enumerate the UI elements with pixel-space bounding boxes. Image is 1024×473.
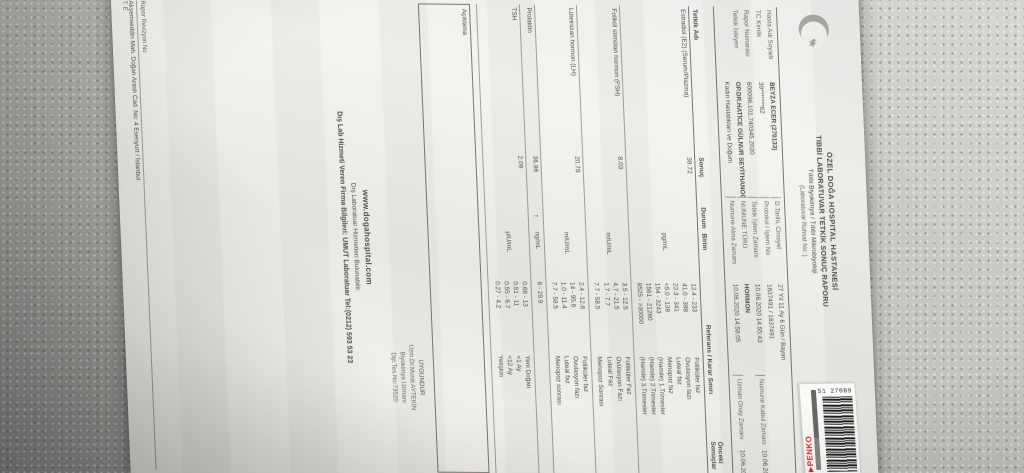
barcode bbox=[822, 396, 858, 472]
barcode-sticker: 51 27089 ▶PENKO bbox=[798, 382, 862, 473]
reference-ranges: 12.4 - 233 Folliküler faz 41.0 - 398 Ovula… bbox=[635, 282, 702, 416]
barcode-number: 51 27089 bbox=[817, 387, 853, 395]
header-titles: ÖZEL DOĞA HOSPITAL HASTANESİ TIBBİ LABOR… bbox=[791, 59, 859, 383]
lab-report-paper: ÖZEL DOĞA HOSPITAL HASTANESİ TIBBİ LABOR… bbox=[110, 0, 880, 473]
col-previous: Önceki Sonuçlar bbox=[709, 441, 725, 470]
age-sex-label: D.Tarihi, Cinsiyet bbox=[770, 197, 785, 282]
remarks-label: Açıklama bbox=[460, 8, 469, 36]
rotated-paper-wrapper: ÖZEL DOĞA HOSPITAL HASTANESİ TIBBİ LABOR… bbox=[110, 0, 880, 473]
crescent-star-icon bbox=[798, 14, 829, 48]
col-result: Sonuç bbox=[697, 157, 706, 178]
reference-ranges: 3.5 - 12.5 Folliküler Faz 4.7 - 21.5 Ovüla… bbox=[592, 282, 632, 407]
patient-name-label: Hasta Adı Soyadı bbox=[764, 10, 775, 60]
col-unit: Birim bbox=[700, 233, 709, 251]
results-table: Tetkik Adı Sonuç Durum Birim Referans / … bbox=[476, 4, 727, 473]
reference-ranges: 0.68 - 13 Yeni Doğan 0.51 - 11 <1 Ay 0.55 … bbox=[493, 281, 532, 389]
approve-time-value: 10.06.2020 1 bbox=[738, 449, 747, 473]
accept-time-value: 10.06.2020 1 bbox=[760, 450, 770, 473]
col-status: Durum bbox=[699, 207, 708, 229]
high-flag-arrow-icon: ↑ bbox=[531, 213, 541, 218]
reference-ranges: 2.4 - 12.6 Folliküler faz 14 - 95.6 Ovulas… bbox=[550, 281, 590, 405]
penko-arrow-icon: ▶ bbox=[807, 466, 815, 473]
footer: www.dogahospital.com Dış Laboratuar Hizm… bbox=[329, 2, 383, 472]
signature-block: UYGUNDUR Uzm.Dr.Murat AYTEKİN Biyokimya … bbox=[386, 312, 429, 442]
bottom-strip: Rapor Revizyon No Akşemseddin Mah. Doğan… bbox=[121, 0, 165, 470]
report-header: ÖZEL DOĞA HOSPITAL HASTANESİ TIBBİ LABOR… bbox=[781, 7, 863, 473]
